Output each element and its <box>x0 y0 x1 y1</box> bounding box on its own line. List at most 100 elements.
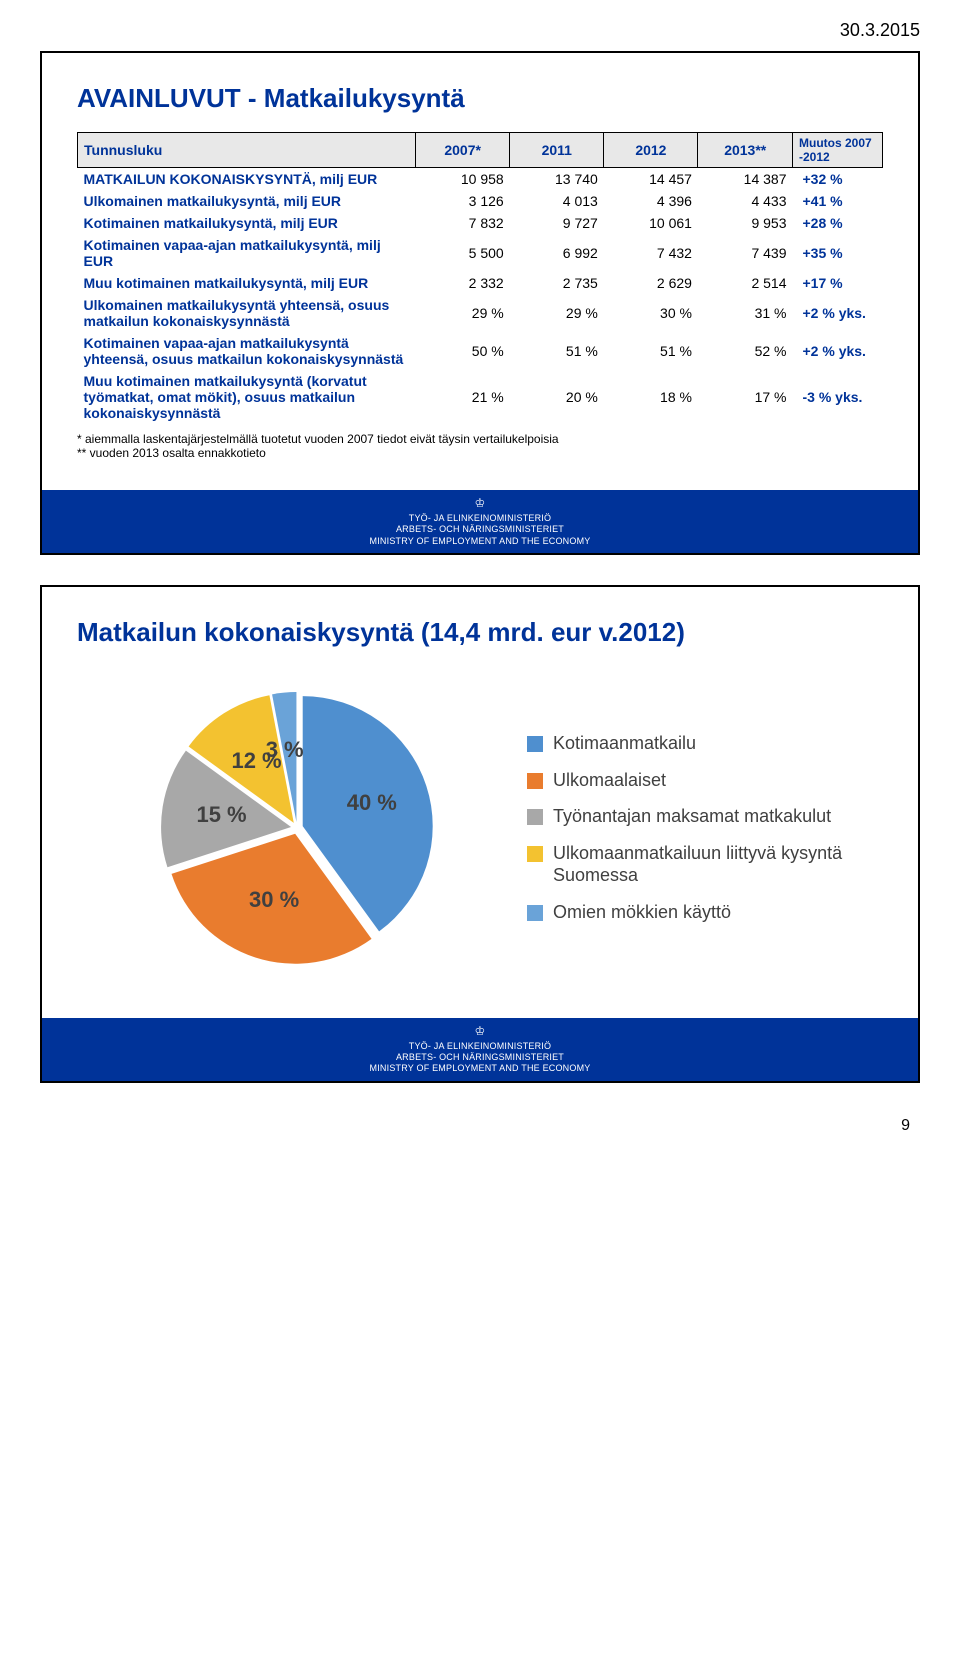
crest-icon: ♔ <box>42 496 918 511</box>
pie-chart: 40 %30 %15 %12 %3 % <box>107 668 487 988</box>
row-value: 14 387 <box>698 168 793 191</box>
slide2-title: Matkailun kokonaiskysyntä (14,4 mrd. eur… <box>77 617 883 648</box>
row-value: 4 013 <box>510 190 604 212</box>
row-label: MATKAILUN KOKONAISKYSYNTÄ, milj EUR <box>78 168 416 191</box>
ministry-line-3: MINISTRY OF EMPLOYMENT AND THE ECONOMY <box>42 1063 918 1074</box>
row-value: 10 958 <box>416 168 510 191</box>
legend-item: Ulkomaanmatkailuun liittyvä kysyntä Suom… <box>527 842 853 887</box>
legend-item: Ulkomaalaiset <box>527 769 853 792</box>
row-value: 17 % <box>698 370 793 424</box>
legend-swatch <box>527 736 543 752</box>
legend-item: Kotimaanmatkailu <box>527 732 853 755</box>
row-label: Muu kotimainen matkailukysyntä, milj EUR <box>78 272 416 294</box>
pie-pct-label: 40 % <box>347 790 397 816</box>
row-label: Kotimainen matkailukysyntä, milj EUR <box>78 212 416 234</box>
legend-swatch <box>527 773 543 789</box>
legend-label: Ulkomaalaiset <box>553 769 666 792</box>
row-value: 7 439 <box>698 234 793 272</box>
ministry-line-3: MINISTRY OF EMPLOYMENT AND THE ECONOMY <box>42 536 918 547</box>
table-row: Kotimainen matkailukysyntä, milj EUR7 83… <box>78 212 883 234</box>
tunnusluku-table: Tunnusluku 2007* 2011 2012 2013** Muutos… <box>77 132 883 424</box>
legend-label: Työnantajan maksamat matkakulut <box>553 805 831 828</box>
row-value: 4 433 <box>698 190 793 212</box>
table-row: Ulkomainen matkailukysyntä yhteensä, osu… <box>78 294 883 332</box>
slide1-title: AVAINLUVUT - Matkailukysyntä <box>77 83 883 114</box>
row-value: 9 953 <box>698 212 793 234</box>
pie-pct-label: 15 % <box>196 802 246 828</box>
footnote-2: ** vuoden 2013 osalta ennakkotieto <box>77 446 883 460</box>
row-label: Kotimainen vapaa-ajan matkailukysyntä yh… <box>78 332 416 370</box>
row-value: 29 % <box>416 294 510 332</box>
row-value: 2 629 <box>604 272 698 294</box>
row-value: 2 332 <box>416 272 510 294</box>
row-value: 9 727 <box>510 212 604 234</box>
page-number: 9 <box>40 1113 920 1143</box>
th-2012: 2012 <box>604 133 698 168</box>
ministry-band-2: ♔ TYÖ- JA ELINKEINOMINISTERIÖ ARBETS- OC… <box>42 1018 918 1081</box>
table-row: MATKAILUN KOKONAISKYSYNTÄ, milj EUR10 95… <box>78 168 883 191</box>
footnote-1: * aiemmalla laskentajärjestelmällä tuote… <box>77 432 883 446</box>
row-value: 10 061 <box>604 212 698 234</box>
table-header-row: Tunnusluku 2007* 2011 2012 2013** Muutos… <box>78 133 883 168</box>
ministry-line-2: ARBETS- OCH NÄRINGSMINISTERIET <box>42 1052 918 1063</box>
slide-avainluvut: AVAINLUVUT - Matkailukysyntä Tunnusluku … <box>40 51 920 555</box>
row-label: Ulkomainen matkailukysyntä, milj EUR <box>78 190 416 212</box>
row-value: 51 % <box>604 332 698 370</box>
row-change: -3 % yks. <box>793 370 883 424</box>
row-value: 2 514 <box>698 272 793 294</box>
pie-legend: Kotimaanmatkailu Ulkomaalaiset Työnantajan… <box>527 718 853 937</box>
th-muutos: Muutos 2007 -2012 <box>793 133 883 168</box>
slide-kokonaiskysynta: Matkailun kokonaiskysyntä (14,4 mrd. eur… <box>40 585 920 1083</box>
page-date: 30.3.2015 <box>40 20 920 41</box>
legend-swatch <box>527 846 543 862</box>
row-value: 50 % <box>416 332 510 370</box>
legend-item: Työnantajan maksamat matkakulut <box>527 805 853 828</box>
pie-pct-label: 30 % <box>249 887 299 913</box>
row-value: 6 992 <box>510 234 604 272</box>
table-row: Kotimainen vapaa-ajan matkailukysyntä yh… <box>78 332 883 370</box>
table-row: Muu kotimainen matkailukysyntä, milj EUR… <box>78 272 883 294</box>
row-value: 13 740 <box>510 168 604 191</box>
row-change: +2 % yks. <box>793 294 883 332</box>
th-2007: 2007* <box>416 133 510 168</box>
row-value: 14 457 <box>604 168 698 191</box>
pie-pct-label: 3 % <box>266 737 304 763</box>
table-row: Ulkomainen matkailukysyntä, milj EUR3 12… <box>78 190 883 212</box>
legend-label: Ulkomaanmatkailuun liittyvä kysyntä Suom… <box>553 842 853 887</box>
row-value: 29 % <box>510 294 604 332</box>
row-change: +35 % <box>793 234 883 272</box>
legend-swatch <box>527 905 543 921</box>
ministry-line-1: TYÖ- JA ELINKEINOMINISTERIÖ <box>42 1041 918 1052</box>
table-row: Kotimainen vapaa-ajan matkailukysyntä, m… <box>78 234 883 272</box>
ministry-line-2: ARBETS- OCH NÄRINGSMINISTERIET <box>42 524 918 535</box>
row-value: 4 396 <box>604 190 698 212</box>
legend-swatch <box>527 809 543 825</box>
th-2011: 2011 <box>510 133 604 168</box>
table-row: Muu kotimainen matkailukysyntä (korvatut… <box>78 370 883 424</box>
row-value: 30 % <box>604 294 698 332</box>
crest-icon: ♔ <box>42 1024 918 1039</box>
th-2013: 2013** <box>698 133 793 168</box>
footnotes: * aiemmalla laskentajärjestelmällä tuote… <box>77 432 883 460</box>
row-label: Kotimainen vapaa-ajan matkailukysyntä, m… <box>78 234 416 272</box>
row-value: 21 % <box>416 370 510 424</box>
ministry-line-1: TYÖ- JA ELINKEINOMINISTERIÖ <box>42 513 918 524</box>
th-tunnusluku: Tunnusluku <box>78 133 416 168</box>
legend-label: Omien mökkien käyttö <box>553 901 731 924</box>
row-value: 2 735 <box>510 272 604 294</box>
row-value: 5 500 <box>416 234 510 272</box>
row-change: +2 % yks. <box>793 332 883 370</box>
row-change: +41 % <box>793 190 883 212</box>
row-label: Muu kotimainen matkailukysyntä (korvatut… <box>78 370 416 424</box>
row-label: Ulkomainen matkailukysyntä yhteensä, osu… <box>78 294 416 332</box>
row-value: 51 % <box>510 332 604 370</box>
row-value: 7 832 <box>416 212 510 234</box>
row-change: +32 % <box>793 168 883 191</box>
row-value: 20 % <box>510 370 604 424</box>
row-value: 3 126 <box>416 190 510 212</box>
row-value: 7 432 <box>604 234 698 272</box>
row-value: 31 % <box>698 294 793 332</box>
legend-item: Omien mökkien käyttö <box>527 901 853 924</box>
row-change: +17 % <box>793 272 883 294</box>
legend-label: Kotimaanmatkailu <box>553 732 696 755</box>
